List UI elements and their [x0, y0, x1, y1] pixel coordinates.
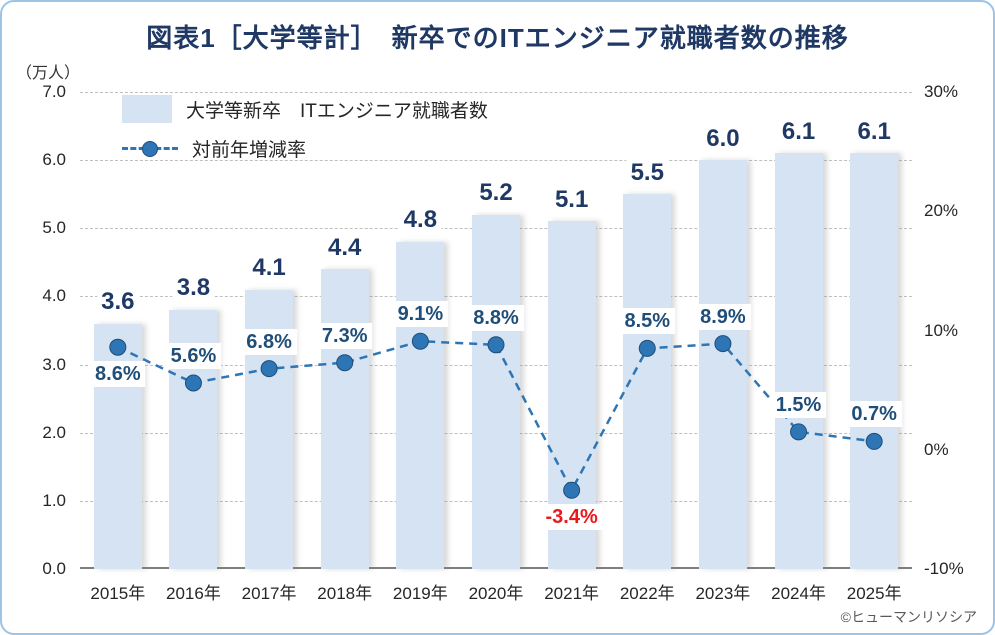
x-axis-label: 2016年	[166, 584, 221, 603]
x-axis-label: 2017年	[241, 584, 297, 603]
data-point-dot	[184, 374, 202, 392]
y-axis-tick-right: -10%	[924, 559, 964, 578]
bar-value-label: 5.5	[626, 158, 668, 187]
bar-value-label: 4.4	[324, 233, 366, 262]
legend-line-label: 対前年増減率	[192, 140, 307, 161]
legend-bar-label: 大学等新卒 ITエンジニア就職者数	[186, 100, 488, 122]
data-point-dot	[411, 332, 429, 350]
bar	[698, 160, 747, 569]
growth-rate-label: 8.6%	[90, 361, 146, 388]
y-axis-tick-left: 6.0	[42, 150, 66, 170]
y-axis-tick-left: 4.0	[42, 286, 66, 306]
legend-item-line: 対前年増減率	[122, 135, 488, 162]
bar-value-label: 4.1	[248, 254, 290, 282]
x-axis-label: 2020年	[468, 584, 524, 603]
y-axis-tick-right: 10%	[924, 320, 959, 340]
growth-rate-label: 1.5%	[770, 391, 827, 418]
y-axis-tick-left: 3.0	[42, 354, 66, 374]
bar-value-label: 6.1	[853, 117, 895, 146]
data-point-dot	[790, 423, 808, 441]
data-point-dot	[109, 338, 127, 356]
bar	[396, 241, 445, 569]
bar-value-label: 6.0	[702, 124, 744, 153]
left-axis-unit-label: （万人）	[16, 65, 81, 82]
y-axis-tick-left: 0.0	[42, 559, 66, 578]
gridline	[80, 160, 912, 162]
legend: 大学等新卒 ITエンジニア就職者数 対前年増減率	[122, 95, 488, 162]
growth-rate-label: 5.6%	[165, 342, 222, 369]
x-axis-label: 2023年	[695, 584, 751, 603]
data-point-dot	[487, 336, 505, 354]
growth-rate-line-layer	[109, 332, 883, 499]
x-axis-label: 2015年	[90, 584, 146, 603]
data-point-dot	[260, 360, 278, 378]
y-axis-tick-left: 5.0	[42, 218, 66, 238]
growth-rate-label: 8.8%	[468, 304, 524, 331]
x-axis-label: 2018年	[317, 584, 373, 603]
chart-title: 図表1［大学等計］ 新卒でのITエンジニア就職者数の推移	[146, 23, 849, 53]
y-axis-tick-left: 2.0	[42, 422, 66, 442]
bar-value-label: 3.6	[97, 288, 139, 316]
x-axis-label: 2024年	[771, 584, 826, 603]
data-point-dot	[336, 354, 354, 372]
y-axis-tick-left: 7.0	[42, 82, 66, 101]
copyright-text: ©ヒューマンリソシア	[840, 609, 977, 625]
bar	[623, 194, 672, 569]
growth-rate-label: 0.7%	[846, 401, 902, 428]
y-axis-tick-right: 20%	[924, 201, 959, 221]
bar	[774, 153, 823, 569]
bar	[472, 214, 520, 569]
growth-rate-label: 6.8%	[241, 328, 297, 355]
legend-bar-swatch	[122, 95, 172, 123]
bar-value-label: 5.1	[550, 185, 593, 214]
plot-area: 3.6 3.8 4.1 4.4 4.8 5.2 5.1 5.5 6.0 6.1 6.1 8.6% 5.6…	[80, 92, 912, 569]
bar-value-label: 3.8	[172, 274, 215, 303]
legend-item-bars: 大学等新卒 ITエンジニア就職者数	[122, 95, 488, 123]
gridline	[80, 92, 912, 93]
data-point-dot	[563, 481, 581, 499]
legend-line-swatch	[122, 141, 178, 157]
growth-rate-label: 8.5%	[619, 308, 676, 335]
growth-rate-line	[117, 339, 875, 493]
y-axis-tick-left: 1.0	[42, 490, 66, 510]
bar	[850, 153, 899, 569]
bar-value-label: 4.8	[399, 206, 442, 234]
x-axis-label: 2022年	[619, 584, 675, 603]
data-point-dot	[714, 335, 732, 353]
y-axis-tick-right: 0%	[924, 439, 949, 459]
growth-rate-label: 9.1%	[392, 301, 449, 328]
y-axis-tick-right: 30%	[924, 82, 959, 101]
x-axis-label: 2025年	[846, 584, 902, 603]
x-axis-label: 2019年	[392, 584, 448, 603]
data-point-dot	[638, 339, 656, 357]
legend-line-dot-icon	[142, 141, 158, 157]
bar-value-label: 6.1	[777, 117, 820, 146]
bar	[320, 269, 369, 569]
bar-value-label: 5.2	[475, 179, 517, 207]
data-point-dot	[865, 432, 883, 450]
growth-rate-label: 8.9%	[695, 303, 751, 330]
growth-rate-label: -3.4%	[540, 504, 603, 531]
x-axis-label: 2021年	[544, 584, 600, 603]
growth-rate-label: 7.3%	[316, 322, 373, 349]
